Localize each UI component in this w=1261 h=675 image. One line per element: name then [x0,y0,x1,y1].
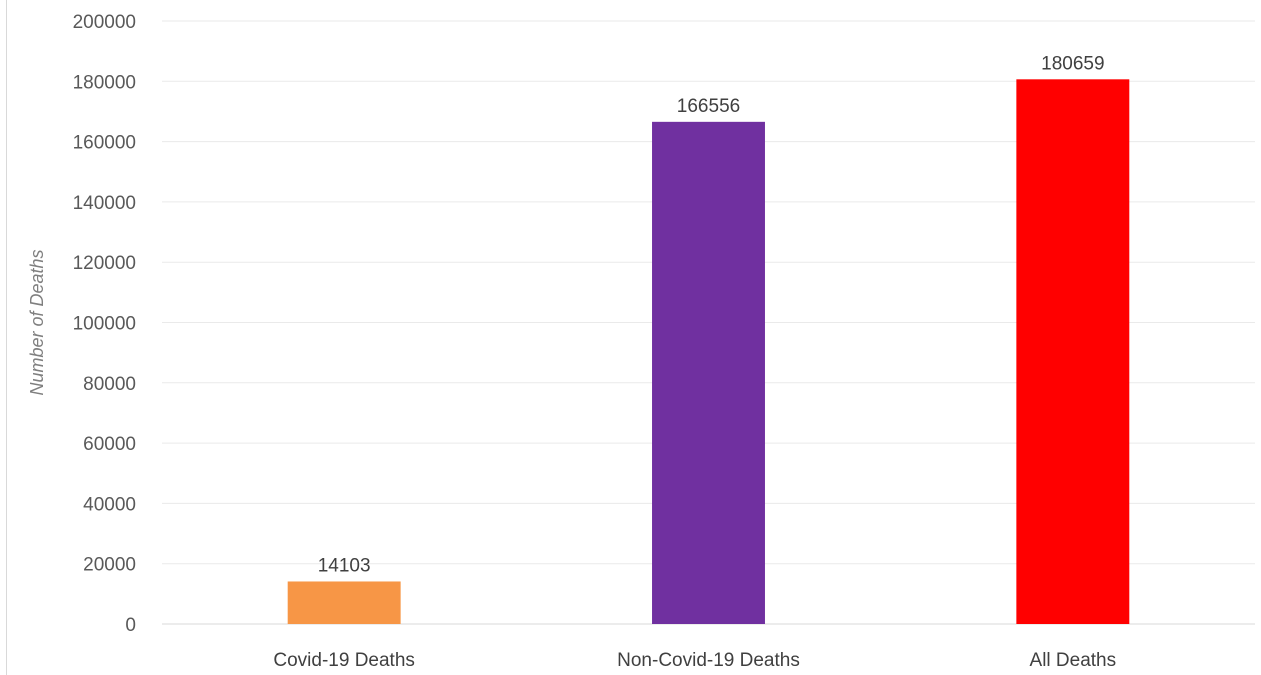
x-category-label: Non-Covid-19 Deaths [617,650,800,671]
y-tick-label: 100000 [73,314,136,335]
bar [652,121,765,625]
y-tick-label: 120000 [73,253,136,274]
y-tick-label: 40000 [83,494,136,515]
y-axis-title: Number of Deaths [27,249,47,395]
bars [287,79,1130,625]
bar [1016,79,1130,625]
x-axis-category-labels: Covid-19 Deaths Non-Covid-19 Deaths All De… [273,650,1116,671]
y-tick-label: 60000 [83,434,136,455]
data-label: 180659 [1041,53,1104,74]
data-label: 166556 [677,96,740,117]
y-tick-label: 160000 [73,133,136,154]
x-category-label: All Deaths [1030,650,1117,671]
x-category-label: Covid-19 Deaths [273,650,415,671]
y-axis-tick-labels: 0 20000 40000 60000 80000 100000 120000 140000 1… [73,12,136,636]
chart-left-border [6,0,7,675]
y-tick-label: 0 [125,615,136,636]
y-tick-label: 140000 [73,193,136,214]
bar [287,581,401,624]
y-tick-label: 180000 [73,72,136,93]
data-labels: 14103 166556 180659 [318,53,1105,576]
y-tick-label: 80000 [83,374,136,395]
y-tick-label: 200000 [73,12,136,33]
data-label: 14103 [318,555,371,576]
y-tick-label: 20000 [83,555,136,576]
